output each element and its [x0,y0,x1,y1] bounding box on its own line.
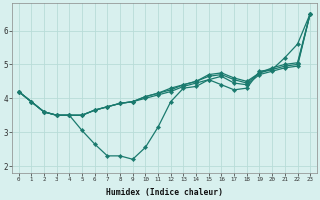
X-axis label: Humidex (Indice chaleur): Humidex (Indice chaleur) [106,188,223,197]
